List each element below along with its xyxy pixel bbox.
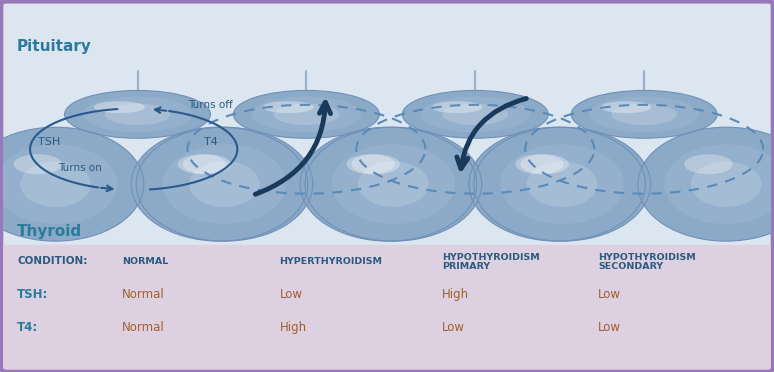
- Ellipse shape: [184, 161, 255, 207]
- Ellipse shape: [358, 161, 429, 207]
- Ellipse shape: [474, 127, 650, 241]
- Bar: [272, 170, 341, 198]
- Ellipse shape: [347, 154, 395, 174]
- Ellipse shape: [420, 96, 530, 132]
- Ellipse shape: [163, 144, 286, 224]
- Ellipse shape: [601, 101, 652, 113]
- Ellipse shape: [684, 154, 733, 174]
- Text: NORMAL: NORMAL: [122, 257, 169, 266]
- Text: Normal: Normal: [122, 321, 165, 334]
- Ellipse shape: [305, 127, 481, 241]
- Ellipse shape: [14, 154, 62, 174]
- Ellipse shape: [104, 103, 170, 125]
- Text: High: High: [279, 321, 307, 334]
- Ellipse shape: [611, 103, 677, 125]
- Ellipse shape: [83, 96, 192, 132]
- Text: Turns on: Turns on: [58, 163, 102, 173]
- Text: Pituitary: Pituitary: [17, 39, 92, 54]
- Text: TSH:: TSH:: [17, 288, 49, 301]
- Ellipse shape: [183, 154, 231, 174]
- Text: T4: T4: [204, 137, 217, 147]
- Ellipse shape: [353, 161, 423, 207]
- Ellipse shape: [522, 161, 593, 207]
- Ellipse shape: [638, 127, 774, 241]
- Ellipse shape: [0, 144, 118, 224]
- Ellipse shape: [527, 161, 598, 207]
- Ellipse shape: [131, 127, 308, 241]
- Ellipse shape: [64, 90, 211, 138]
- Ellipse shape: [469, 127, 646, 241]
- Ellipse shape: [158, 144, 281, 224]
- Ellipse shape: [664, 144, 774, 224]
- Ellipse shape: [20, 161, 91, 207]
- Ellipse shape: [177, 154, 226, 174]
- Text: High: High: [442, 288, 469, 301]
- Text: HYPOTHYROIDISM: HYPOTHYROIDISM: [598, 253, 696, 262]
- Text: Low: Low: [598, 321, 621, 334]
- Ellipse shape: [402, 90, 548, 138]
- Ellipse shape: [690, 161, 762, 207]
- Text: CONDITION:: CONDITION:: [17, 256, 87, 266]
- Ellipse shape: [443, 103, 508, 125]
- Ellipse shape: [331, 144, 455, 224]
- Text: Low: Low: [279, 288, 303, 301]
- Text: Thyroid: Thyroid: [17, 224, 82, 240]
- Ellipse shape: [94, 101, 145, 113]
- Text: PRIMARY: PRIMARY: [442, 262, 491, 270]
- Ellipse shape: [136, 127, 313, 241]
- Ellipse shape: [327, 144, 450, 224]
- Ellipse shape: [495, 144, 619, 224]
- Text: Low: Low: [598, 288, 621, 301]
- Text: Normal: Normal: [122, 288, 165, 301]
- Ellipse shape: [262, 101, 313, 113]
- Text: HYPERTHYROIDISM: HYPERTHYROIDISM: [279, 257, 382, 266]
- Bar: [104, 170, 171, 198]
- Text: HYPOTHYROIDISM: HYPOTHYROIDISM: [442, 253, 540, 262]
- Ellipse shape: [234, 90, 379, 138]
- Ellipse shape: [571, 90, 717, 138]
- Text: TSH: TSH: [38, 137, 60, 147]
- Ellipse shape: [501, 144, 624, 224]
- Ellipse shape: [432, 101, 482, 113]
- Ellipse shape: [252, 96, 361, 132]
- FancyBboxPatch shape: [3, 245, 771, 370]
- Text: SECONDARY: SECONDARY: [598, 262, 663, 270]
- Bar: [611, 170, 678, 198]
- Ellipse shape: [300, 127, 477, 241]
- Ellipse shape: [0, 127, 144, 241]
- Ellipse shape: [273, 103, 339, 125]
- Text: Turns off: Turns off: [188, 100, 233, 110]
- Text: Low: Low: [442, 321, 465, 334]
- Text: T4:: T4:: [17, 321, 38, 334]
- Bar: [441, 170, 509, 198]
- Ellipse shape: [520, 154, 569, 174]
- Ellipse shape: [590, 96, 699, 132]
- Ellipse shape: [515, 154, 563, 174]
- Ellipse shape: [351, 154, 400, 174]
- Ellipse shape: [189, 161, 260, 207]
